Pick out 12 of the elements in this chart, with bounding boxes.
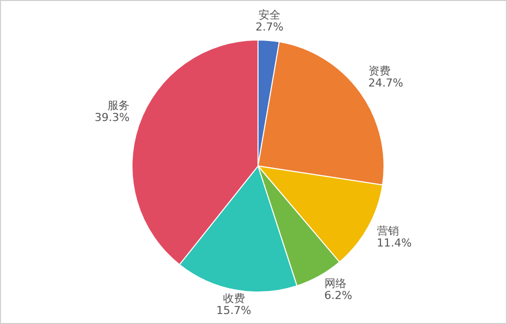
data-label: 11.4% (376, 236, 412, 250)
slice-label: 服务 (108, 99, 130, 112)
data-label: 39.3% (94, 111, 130, 124)
data-label: 24.7% (368, 76, 404, 90)
slice-label: 安全 (258, 8, 281, 22)
slice-label: 营销 (376, 224, 399, 238)
slice-label: 资费 (368, 64, 390, 78)
data-label: 6.2% (324, 288, 352, 302)
slice-label: 网络 (324, 276, 346, 290)
data-label: 15.7% (216, 304, 252, 317)
slice-label: 收费 (222, 292, 245, 305)
data-label: 2.7% (256, 20, 284, 34)
